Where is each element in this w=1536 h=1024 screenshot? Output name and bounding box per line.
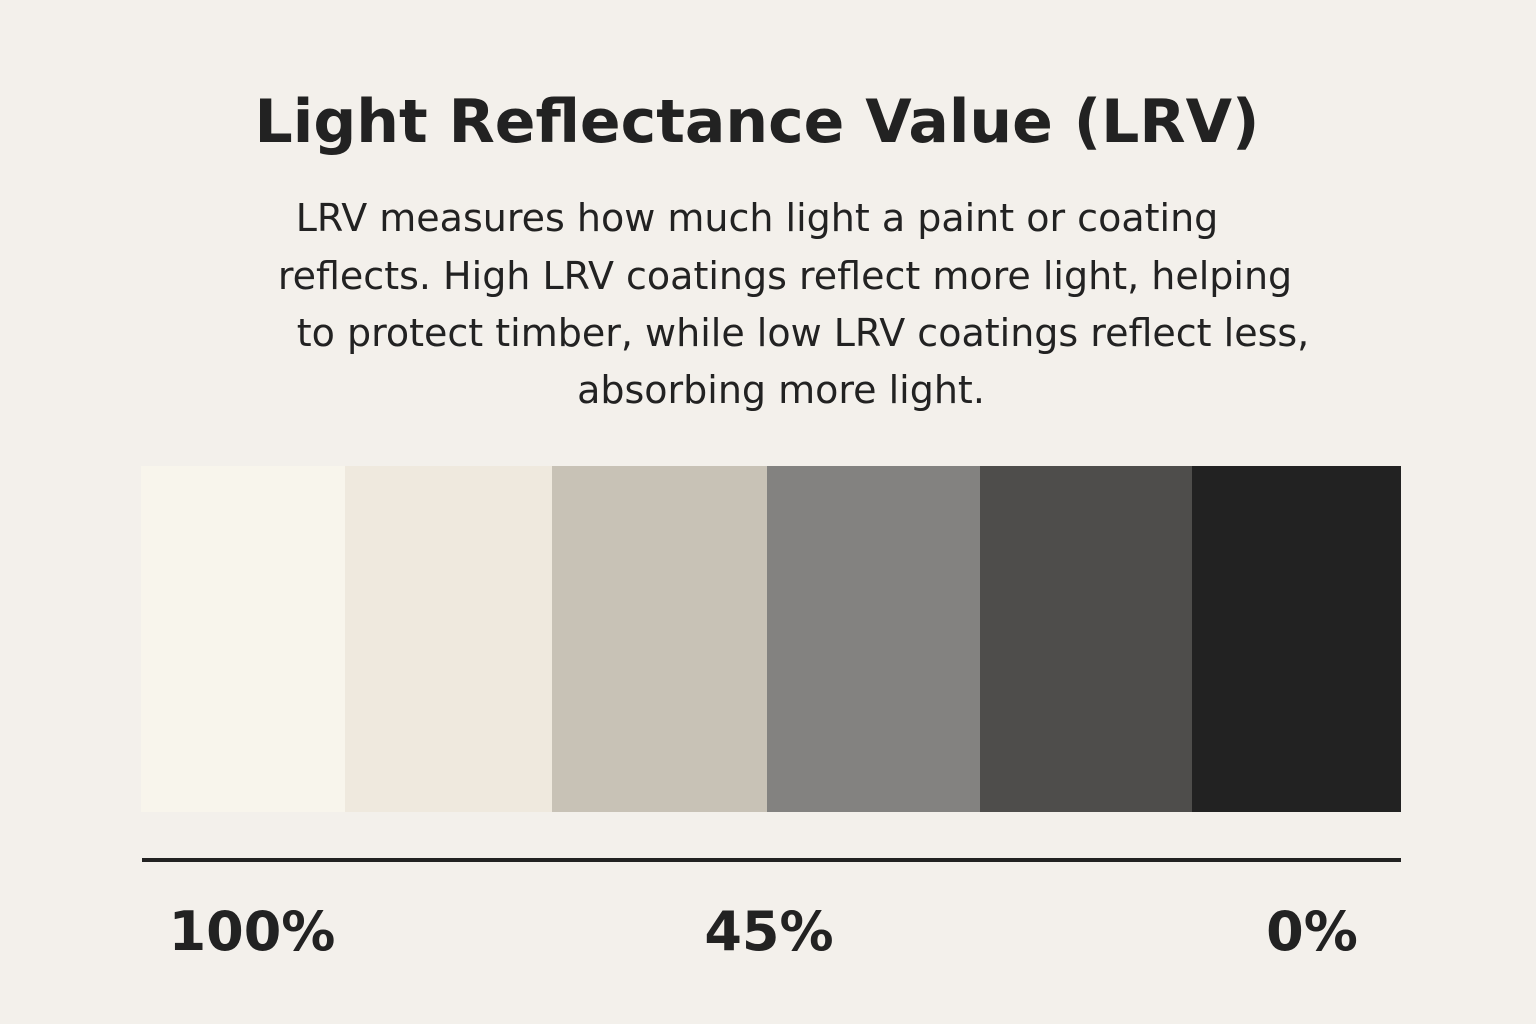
scale-label: 0% xyxy=(1266,900,1358,963)
swatch xyxy=(1192,466,1401,812)
swatch xyxy=(980,466,1193,812)
swatch xyxy=(767,466,981,812)
description-line: reflects. High LRV coatings reflect more… xyxy=(278,254,1292,298)
scale-label: 45% xyxy=(704,900,833,963)
description-line: to protect timber, while low LRV coating… xyxy=(297,311,1310,355)
swatch xyxy=(345,466,553,812)
scale-label: 100% xyxy=(169,900,336,963)
swatch xyxy=(552,466,768,812)
description-line: LRV measures how much light a paint or c… xyxy=(296,196,1219,240)
swatches xyxy=(141,466,1401,812)
description-line: absorbing more light. xyxy=(577,368,985,412)
title: Light Reflectance Value (LRV) xyxy=(255,87,1260,157)
swatch xyxy=(141,466,346,812)
